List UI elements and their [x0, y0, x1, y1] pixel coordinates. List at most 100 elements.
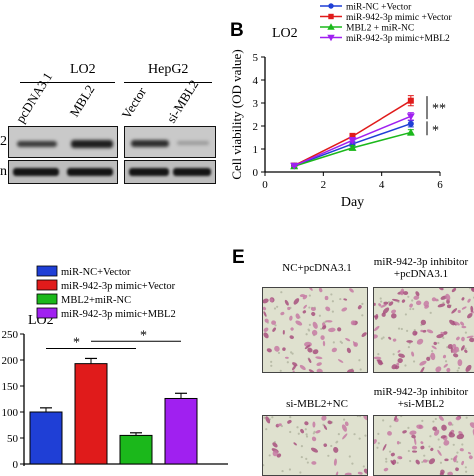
stained-cell	[310, 447, 319, 453]
stained-cell	[312, 349, 319, 355]
stained-cell	[461, 336, 465, 342]
y-tick-label: 200	[2, 355, 19, 367]
membrane-pore	[290, 351, 293, 354]
membrane-pore	[296, 426, 299, 429]
row-label-mbl2: 2	[0, 134, 7, 149]
stained-cell	[432, 426, 438, 431]
membrane-pore	[300, 455, 303, 459]
membrane-pore	[331, 300, 334, 303]
blot-actin-lo2	[8, 160, 118, 184]
panel-letter-b: B	[230, 20, 244, 41]
stained-cell	[459, 448, 464, 452]
stained-cell	[271, 320, 277, 325]
stained-cell	[413, 437, 417, 445]
membrane-pore	[308, 306, 311, 309]
stained-cell	[282, 347, 286, 351]
membrane-pore	[361, 302, 364, 305]
caption-inhibitor-si-line2: +si-MBL2	[397, 398, 445, 410]
stained-cell	[346, 347, 351, 354]
stained-cell	[391, 309, 397, 314]
y-tick-label: 1	[253, 144, 259, 156]
stained-cell	[308, 358, 312, 363]
stained-cell	[403, 291, 409, 296]
caption-inhibitor-line1: miR-942-3p inhibitor	[373, 256, 469, 268]
membrane-pore	[297, 432, 300, 435]
stained-cell	[289, 315, 293, 321]
membrane-pore	[406, 329, 409, 332]
stained-cell	[471, 288, 474, 292]
stained-cell	[337, 359, 344, 363]
membrane-pore	[428, 445, 431, 448]
lane-label-pcdna: pcDNA3.1	[12, 69, 56, 126]
membrane-pore	[304, 428, 307, 431]
stained-cell	[449, 431, 453, 435]
significance-mark: *	[432, 123, 439, 138]
membrane-pore	[291, 352, 294, 355]
stained-cell	[443, 363, 448, 368]
stained-cell	[442, 354, 447, 359]
stained-cell	[324, 295, 329, 301]
stained-cell	[415, 300, 422, 306]
membrane-pore	[305, 433, 308, 436]
membrane-pore	[339, 340, 342, 343]
stained-cell	[311, 329, 318, 336]
stained-cell	[411, 434, 416, 439]
stained-cell	[461, 306, 467, 310]
y-tick-label: 50	[7, 433, 19, 445]
stained-cell	[420, 319, 427, 326]
membrane-pore	[359, 368, 362, 371]
stained-cell	[320, 335, 325, 340]
legend-label: miR-942-3p mimic+MBL2	[61, 309, 176, 320]
y-axis-label: Cell viability (OD value)	[229, 49, 244, 179]
stained-cell	[401, 299, 406, 303]
stained-cell	[400, 288, 405, 296]
membrane-pore	[289, 416, 292, 419]
membrane-pore	[450, 457, 453, 461]
stained-cell	[382, 307, 390, 314]
stained-cell	[411, 351, 415, 357]
legend-label: miR-NC +Vector	[346, 3, 412, 13]
stained-cell	[284, 356, 289, 359]
band	[177, 141, 209, 145]
stained-cell	[374, 325, 380, 332]
stained-cell	[295, 313, 300, 319]
membrane-pore	[288, 468, 292, 471]
stained-cell	[307, 347, 313, 353]
stained-cell	[293, 442, 297, 446]
stained-cell	[461, 325, 467, 329]
membrane-pore	[456, 369, 459, 372]
membrane-pore	[336, 440, 339, 443]
stained-cell	[357, 305, 362, 310]
stained-cell	[263, 298, 269, 304]
membrane-pore	[342, 418, 346, 421]
stained-cell	[380, 303, 387, 308]
membrane-pore	[337, 433, 340, 436]
stained-cell	[321, 325, 327, 330]
membrane-pore	[331, 310, 334, 313]
stained-cell	[460, 345, 465, 351]
blot-group-lo2: LO2	[70, 62, 96, 77]
stained-cell	[440, 435, 447, 439]
membrane-pore	[464, 347, 467, 350]
legend-label: MBL2 + miR-NC	[346, 24, 414, 34]
stained-cell	[469, 422, 474, 429]
membrane-pore	[392, 353, 395, 356]
stained-cell	[263, 311, 267, 317]
stained-cell	[391, 313, 397, 319]
membrane-pore	[382, 336, 385, 339]
stained-cell	[390, 452, 395, 457]
data-point	[407, 120, 414, 127]
stained-cell	[441, 424, 447, 431]
membrane-pore	[452, 443, 455, 446]
membrane-pore	[377, 353, 380, 356]
viability-line-chart: 0 1 2 3 4 5 0 2 4 6 Day Cell viability (OD value) mi…	[229, 3, 452, 211]
band	[129, 168, 169, 176]
membrane-pore	[377, 442, 380, 445]
stained-cell	[264, 318, 269, 323]
membrane-pore	[407, 346, 410, 349]
stained-cell	[456, 336, 460, 341]
membrane-pore	[385, 457, 388, 460]
stained-cell	[451, 308, 458, 314]
membrane-pore	[361, 314, 364, 317]
stained-cell	[447, 471, 453, 475]
